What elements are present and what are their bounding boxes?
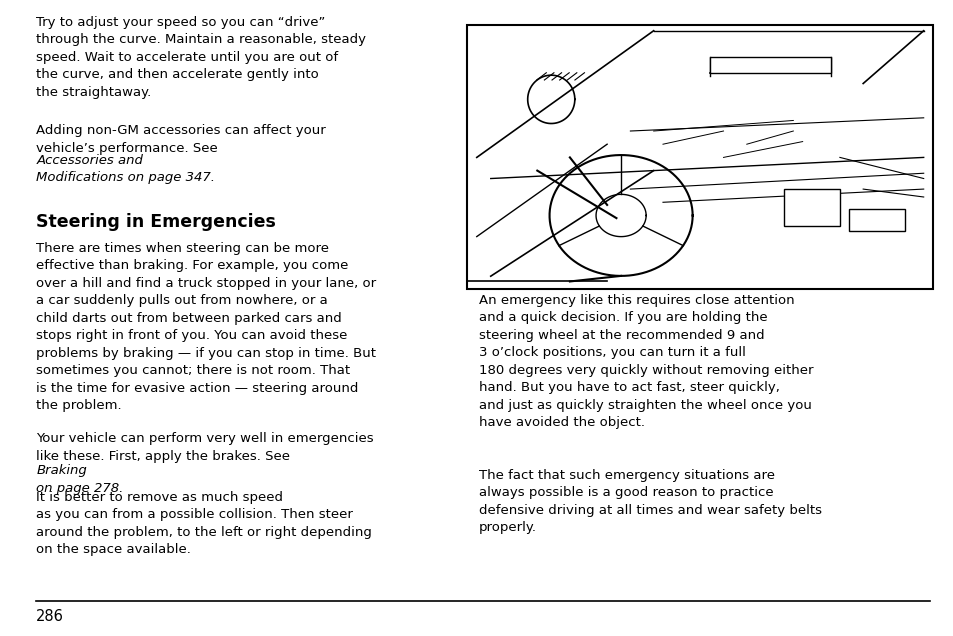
Text: It is better to remove as much speed
as you can from a possible collision. Then : It is better to remove as much speed as … — [36, 491, 372, 556]
Text: Accessories and
Modifications on page 347.: Accessories and Modifications on page 34… — [36, 154, 215, 184]
Text: Adding non-GM accessories can affect your
vehicle’s performance. See: Adding non-GM accessories can affect you… — [36, 124, 326, 155]
Text: Steering in Emergencies: Steering in Emergencies — [36, 213, 275, 231]
Text: The fact that such emergency situations are
always possible is a good reason to : The fact that such emergency situations … — [478, 469, 821, 534]
Text: 286: 286 — [36, 609, 64, 625]
Text: There are times when steering can be more
effective than braking. For example, y: There are times when steering can be mor… — [36, 242, 376, 412]
Bar — [709, 57, 830, 73]
Text: Try to adjust your speed so you can “drive”
through the curve. Maintain a reason: Try to adjust your speed so you can “dri… — [36, 16, 366, 99]
Bar — [467, 25, 932, 289]
Text: Braking
on page 278.: Braking on page 278. — [36, 464, 124, 495]
Bar — [783, 189, 839, 226]
Text: An emergency like this requires close attention
and a quick decision. If you are: An emergency like this requires close at… — [478, 294, 813, 429]
Bar — [848, 209, 904, 232]
Text: Your vehicle can perform very well in emergencies
like these. First, apply the b: Your vehicle can perform very well in em… — [36, 432, 374, 463]
